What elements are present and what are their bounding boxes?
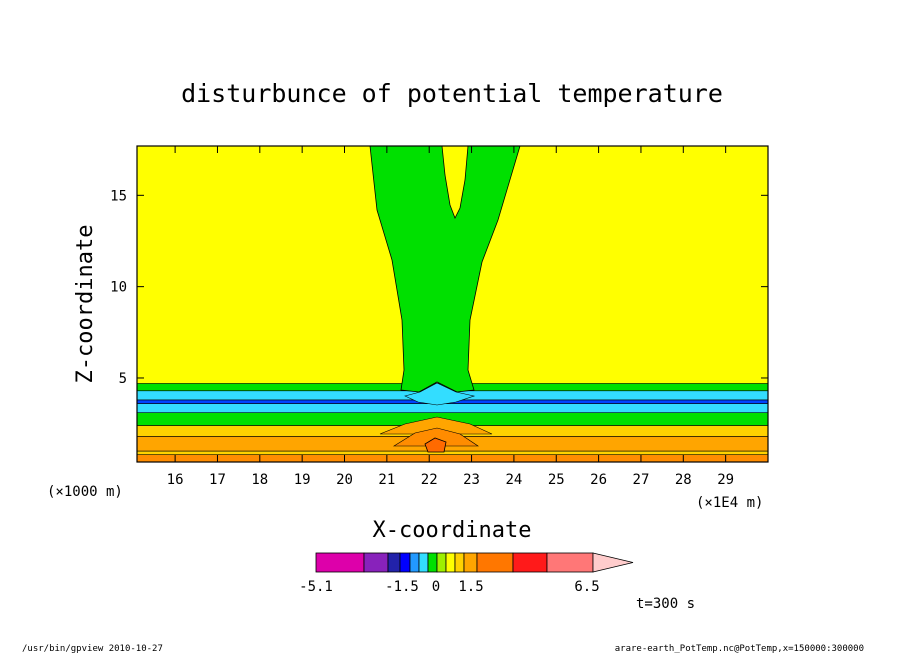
x-tick-label: 20 <box>336 472 353 488</box>
y-tick-label: 5 <box>119 371 127 387</box>
time-annotation: t=300 s <box>636 596 695 612</box>
colorbar-arrow <box>592 552 634 573</box>
plume-notch-contour <box>441 145 469 219</box>
x-unit-label: (×1E4 m) <box>696 495 763 511</box>
colorbar-segment <box>399 552 411 573</box>
plot-frame <box>136 145 769 463</box>
x-tick-label: 26 <box>590 472 607 488</box>
colorbar-segment <box>315 552 365 573</box>
center-bump-dark-orange <box>392 427 479 447</box>
colorbar-label: 6.5 <box>574 579 599 595</box>
footer-left: /usr/bin/gpview 2010-10-27 <box>22 644 163 654</box>
chart-title: disturbunce of potential temperature <box>181 79 723 108</box>
x-tick-label: 24 <box>505 472 522 488</box>
colorbar-label: -1.5 <box>385 579 419 595</box>
x-tick-label: 22 <box>421 472 438 488</box>
x-tick-label: 16 <box>167 472 184 488</box>
colorbar-label: 1.5 <box>458 579 483 595</box>
y-tick-label: 10 <box>110 280 127 296</box>
plot-area <box>136 145 769 463</box>
colorbar-label: 0 <box>432 579 440 595</box>
colorbar-segment <box>409 552 420 573</box>
green-plume-contour <box>369 145 521 393</box>
colorbar-segment <box>476 552 514 573</box>
footer-right: arare-earth_PotTemp.nc@PotTemp,x=150000:… <box>615 644 864 654</box>
x-tick-label: 28 <box>675 472 692 488</box>
center-core <box>424 437 447 453</box>
contour-band-5 <box>136 403 769 413</box>
colorbar-label: -5.1 <box>299 579 333 595</box>
x-tick-label: 19 <box>294 472 311 488</box>
colorbar-segment <box>387 552 401 573</box>
x-tick-label: 29 <box>717 472 734 488</box>
x-tick-label: 25 <box>548 472 565 488</box>
x-tick-label: 17 <box>209 472 226 488</box>
colorbar-segment <box>445 552 456 573</box>
x-axis-label: X-coordinate <box>373 518 532 543</box>
center-bump-orange <box>379 416 493 435</box>
colorbar-segment <box>463 552 478 573</box>
contour-band-0 <box>136 454 769 463</box>
y-axis-label: Z-coordinate <box>73 225 98 384</box>
x-tick-label: 21 <box>378 472 395 488</box>
x-tick-label: 23 <box>463 472 480 488</box>
colorbar-segment <box>418 552 429 573</box>
colorbar: -5.1 -1.5 0 1.5 6.5 <box>299 552 634 595</box>
axis-ticks <box>137 146 768 462</box>
colorbar-segment <box>512 552 548 573</box>
contour-band-1 <box>136 450 769 455</box>
x-tick-label: 18 <box>251 472 268 488</box>
colorbar-segment <box>363 552 389 573</box>
colorbar-segment <box>454 552 465 573</box>
colorbar-segment <box>546 552 594 573</box>
y-unit-label: (×1000 m) <box>47 484 123 500</box>
x-tick-label: 27 <box>633 472 650 488</box>
center-bump-cyan <box>404 382 476 406</box>
colorbar-segment <box>436 552 447 573</box>
colorbar-segment <box>427 552 438 573</box>
y-tick-label: 15 <box>110 188 127 204</box>
